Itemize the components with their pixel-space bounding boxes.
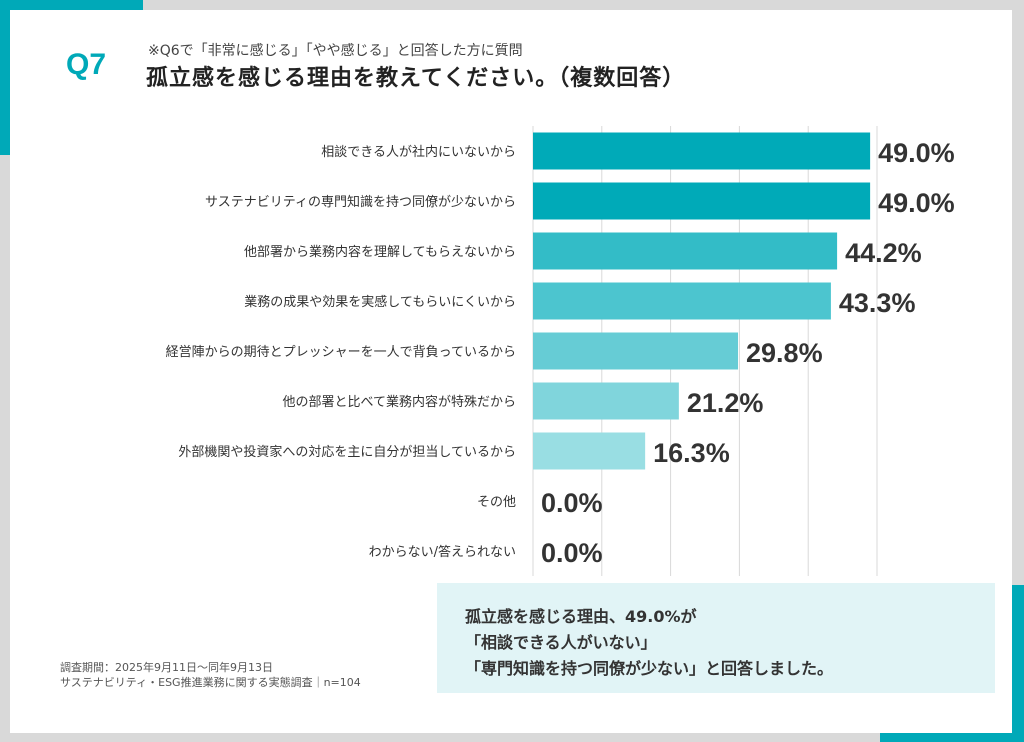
bar <box>533 132 871 170</box>
bar <box>533 332 739 370</box>
accent-bottom-right-h <box>880 733 1024 742</box>
category-label: その他 <box>477 495 516 510</box>
data-label: 44.2% <box>845 238 922 268</box>
summary-callout: 孤立感を感じる理由、49.0%が 「相談できる人がいない」 「専門知識を持つ同僚… <box>437 583 995 693</box>
category-label: 他の部署と比べて業務内容が特殊だから <box>283 394 516 410</box>
bar <box>533 382 679 420</box>
data-label: 49.0% <box>878 188 955 218</box>
question-number: Q7 <box>66 48 107 81</box>
callout-line-3: 「専門知識を持つ同僚が少ない」と回答しました。 <box>465 659 834 678</box>
bar <box>533 232 838 270</box>
category-label: 相談できる人が社内にいないから <box>321 144 516 160</box>
data-label: 49.0% <box>878 138 955 168</box>
survey-period: 調査期間：2025年9月11日～同年9月13日 <box>60 661 273 674</box>
data-label: 16.3% <box>653 438 730 468</box>
accent-bottom-right-v <box>1012 585 1024 742</box>
data-label: 21.2% <box>687 388 764 418</box>
bar <box>533 182 871 220</box>
category-label: 業務の成果や効果を実感してもらいにくいから <box>244 294 516 310</box>
bar <box>533 282 831 320</box>
category-label: サステナビリティの専門知識を持つ同僚が少ないから <box>205 194 516 210</box>
data-label: 0.0% <box>541 488 603 518</box>
question-note: ※Q6で「非常に感じる」「やや感じる」と回答した方に質問 <box>148 43 523 59</box>
data-label: 29.8% <box>746 338 823 368</box>
footer: 調査期間：2025年9月11日～同年9月13日 サステナビリティ・ESG推進業務… <box>60 660 361 690</box>
page-title: 孤立感を感じる理由を教えてください。（複数回答） <box>146 66 686 91</box>
data-label: 43.3% <box>839 288 916 318</box>
category-label: 他部署から業務内容を理解してもらえないから <box>244 244 516 260</box>
callout-line-2: 「相談できる人がいない」 <box>465 633 657 652</box>
accent-top-left-v <box>0 0 10 155</box>
survey-info: サステナビリティ・ESG推進業務に関する実態調査｜n=104 <box>60 676 361 689</box>
category-label: わからない/答えられない <box>369 544 516 560</box>
category-label: 経営陣からの期待とプレッシャーを一人で背負っているから <box>166 345 516 360</box>
data-label: 0.0% <box>541 538 603 568</box>
accent-top-left-h <box>0 0 143 10</box>
bar <box>533 432 646 470</box>
callout-line-1: 孤立感を感じる理由、49.0%が <box>465 607 697 626</box>
category-label: 外部機関や投資家への対応を主に自分が担当しているから <box>178 444 516 460</box>
